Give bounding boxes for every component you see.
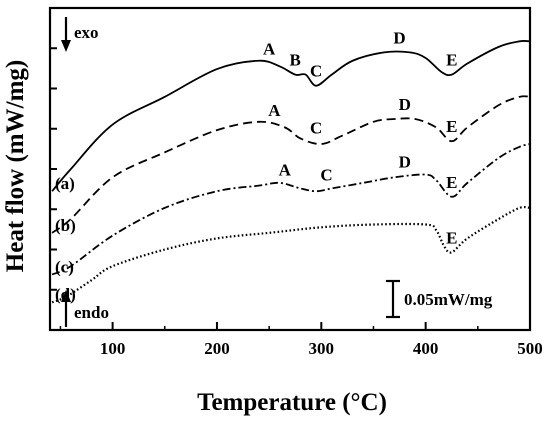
- x-tick-label: 500: [517, 339, 543, 358]
- peak-label: A: [279, 160, 292, 179]
- peak-label: B: [290, 51, 301, 70]
- scale-bar-label: 0.05mW/mg: [404, 290, 493, 309]
- curve-1: [51, 95, 531, 234]
- series-label: (b): [55, 216, 76, 235]
- exo-indicator: exo: [61, 17, 99, 52]
- scale-bar: 0.05mW/mg: [386, 279, 493, 319]
- x-tick-label: 200: [204, 339, 230, 358]
- y-axis-ticks: [50, 47, 57, 291]
- peak-label: C: [310, 62, 322, 81]
- peak-label: A: [263, 40, 276, 59]
- curves: [51, 40, 531, 304]
- peak-label: E: [446, 173, 457, 192]
- endo-indicator: endo: [61, 290, 109, 327]
- series-label: (c): [55, 257, 74, 276]
- curve-0: [51, 40, 531, 192]
- endo-label: endo: [74, 303, 109, 322]
- y-axis-title: Heat flow (mW/mg): [2, 60, 29, 272]
- curve-3: [51, 205, 531, 304]
- series-label: (a): [55, 174, 75, 193]
- peak-label: E: [446, 117, 457, 136]
- peak-label: D: [399, 152, 411, 171]
- peak-label: D: [399, 95, 411, 114]
- peak-label: D: [393, 28, 405, 47]
- peak-label: A: [268, 101, 281, 120]
- x-axis-ticks: 100 200 300 400 500: [59, 322, 543, 358]
- peak-label: C: [320, 165, 332, 184]
- series-labels: (a)(b)(c)(d): [55, 174, 76, 304]
- peak-label: E: [446, 228, 457, 247]
- x-tick-label: 100: [100, 339, 126, 358]
- x-tick-label: 300: [309, 339, 335, 358]
- up-arrow-icon: [61, 290, 71, 302]
- exo-label: exo: [74, 23, 99, 42]
- x-tick-label: 400: [413, 339, 439, 358]
- peak-label: C: [310, 119, 322, 138]
- x-axis-title: Temperature (°C): [197, 389, 387, 416]
- curve-2: [51, 143, 531, 276]
- down-arrow-icon: [61, 40, 71, 52]
- peak-label: E: [446, 51, 457, 70]
